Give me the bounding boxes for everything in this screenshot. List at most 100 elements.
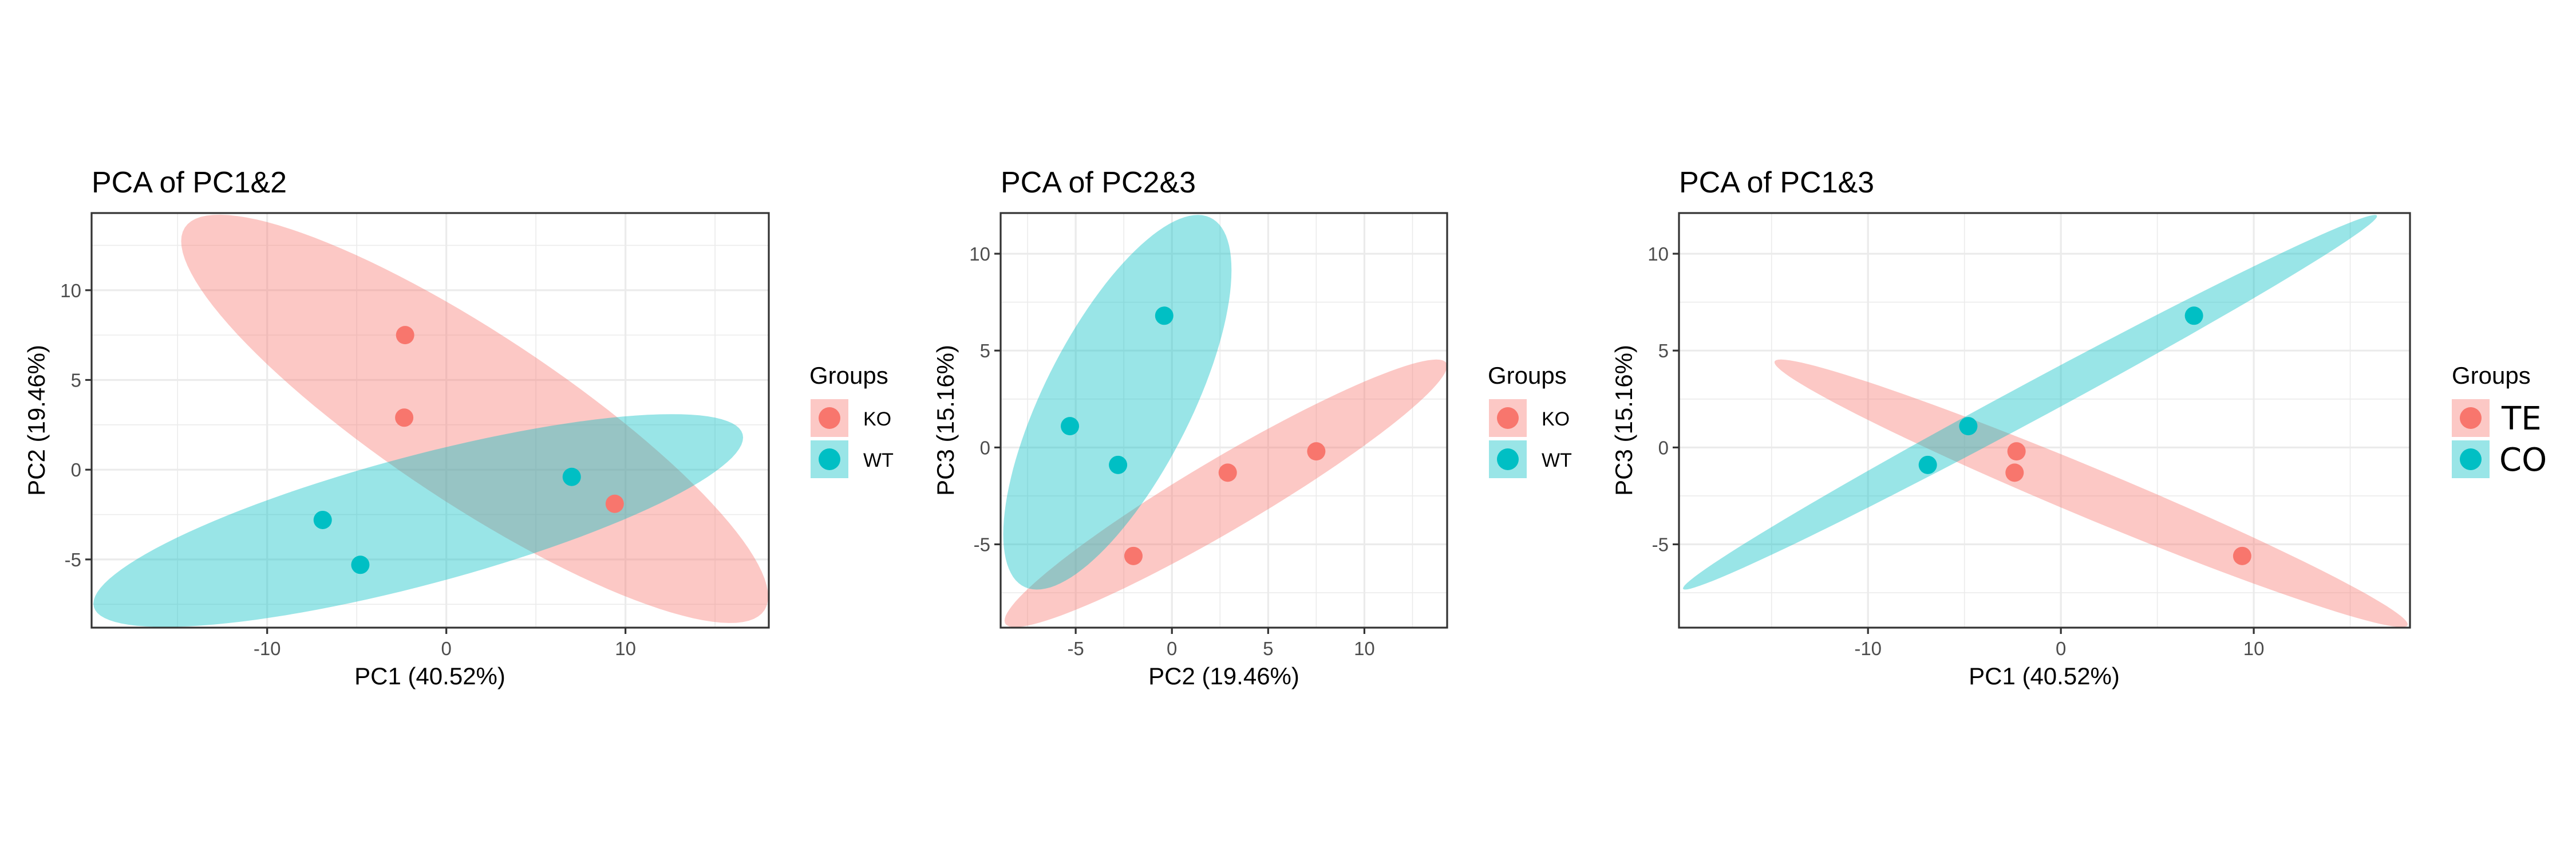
axes: -5 0 5 10 -5 0 5 10 — [969, 243, 1375, 659]
x-tick-label: -10 — [254, 638, 281, 659]
plot-area: -10 0 10 -5 0 5 10 — [60, 212, 770, 659]
legend-label-ko: KO — [863, 408, 891, 430]
y-axis-title: PC2 (19.46%) — [23, 345, 50, 496]
panel-pc23: PCA of PC2&3 -5 0 5 10 -5 0 5 10 PC2 (19.46%) P… — [932, 166, 1572, 689]
point-wt — [1109, 455, 1128, 474]
x-tick-label: 10 — [615, 638, 636, 659]
point-wt — [1061, 417, 1080, 436]
x-axis-title: PC1 (40.52%) — [1969, 663, 2120, 689]
ellipse-ko — [1004, 359, 1447, 628]
point-te — [2005, 463, 2024, 482]
points — [313, 326, 624, 574]
axes: -10 0 10 -5 0 5 10 — [60, 280, 636, 659]
plot-area: -10 0 10 -5 0 5 10 — [1647, 212, 2411, 659]
legend-key-te: TE — [2452, 399, 2542, 438]
panel-title: PCA of PC1&3 — [1679, 166, 1874, 199]
y-tick-label: 10 — [1647, 243, 1669, 265]
legend: Groups TE CO — [2452, 362, 2547, 479]
y-axis-title: PC3 (15.16%) — [1610, 345, 1637, 496]
y-tick-label: -5 — [974, 534, 990, 555]
ellipses — [1003, 215, 1447, 628]
points — [1061, 306, 1326, 565]
point-ko — [1307, 442, 1326, 461]
legend-title: Groups — [2452, 362, 2531, 389]
legend-point-icon — [2460, 448, 2482, 470]
plot-area: -5 0 5 10 -5 0 5 10 — [969, 212, 1448, 659]
legend-key-co: CO — [2452, 440, 2547, 479]
point-wt — [562, 467, 581, 486]
legend: Groups KO WT — [809, 362, 894, 478]
legend-point-icon — [819, 448, 840, 470]
x-tick-label: 0 — [1167, 638, 1177, 659]
gridlines — [92, 213, 769, 628]
axes: -10 0 10 -5 0 5 10 — [1647, 243, 2264, 659]
y-tick-label: 10 — [60, 280, 81, 301]
y-axis-title: PC3 (15.16%) — [932, 345, 959, 496]
legend: Groups KO WT — [1488, 362, 1572, 478]
legend-label-wt: WT — [863, 450, 894, 471]
x-tick-label: -10 — [1854, 638, 1882, 659]
ellipse-ko — [181, 214, 768, 623]
legend-point-icon — [819, 407, 840, 429]
x-tick-label: 5 — [1263, 638, 1273, 659]
point-wt — [313, 510, 332, 529]
y-tick-label: -5 — [1652, 534, 1669, 555]
y-tick-label: 0 — [1658, 437, 1669, 458]
panel-border — [999, 212, 1448, 629]
point-co — [1918, 455, 1937, 474]
x-tick-label: 10 — [2243, 638, 2265, 659]
point-wt — [1155, 306, 1174, 325]
ellipse-wt — [93, 414, 744, 627]
legend-point-icon — [1497, 407, 1519, 429]
x-tick-label: 0 — [2056, 638, 2066, 659]
x-tick-label: -5 — [1067, 638, 1084, 659]
point-ko — [396, 326, 414, 345]
point-te — [2233, 546, 2251, 565]
point-wt — [351, 555, 370, 574]
legend-key-wt: WT — [1489, 440, 1572, 478]
panel-border — [90, 212, 770, 629]
point-te — [2007, 442, 2026, 461]
point-ko — [605, 494, 624, 513]
y-tick-label: -5 — [65, 549, 81, 570]
plot-background — [1679, 213, 2410, 628]
ellipses — [93, 214, 768, 627]
gridlines — [1679, 213, 2410, 628]
points — [1918, 306, 2251, 565]
y-tick-label: 5 — [1658, 340, 1669, 361]
ellipse-wt — [1003, 215, 1232, 590]
panel-title: PCA of PC1&2 — [92, 166, 287, 199]
y-tick-label: 5 — [71, 369, 81, 391]
point-co — [2184, 306, 2203, 325]
y-tick-label: 5 — [980, 340, 990, 361]
legend-label-wt: WT — [1542, 450, 1572, 471]
legend-label-ko: KO — [1542, 408, 1570, 430]
legend-key-ko: KO — [1489, 399, 1570, 437]
ellipse-co — [1682, 215, 2377, 590]
y-tick-label: 0 — [980, 437, 990, 458]
legend-point-icon — [2460, 407, 2482, 429]
panel-pc13: PCA of PC1&3 -10 0 10 -5 0 5 10 PC1 (40.52%) P… — [1610, 166, 2547, 689]
legend-title: Groups — [1488, 362, 1567, 389]
x-axis-title: PC1 (40.52%) — [354, 663, 505, 689]
y-tick-label: 0 — [71, 459, 81, 480]
point-ko — [1124, 546, 1143, 565]
panel-title: PCA of PC2&3 — [1001, 166, 1196, 199]
point-ko — [395, 408, 414, 427]
x-axis-title: PC2 (19.46%) — [1148, 663, 1299, 689]
gridlines — [1001, 213, 1447, 628]
panel-pc12: PCA of PC1&2 -10 0 10 -5 0 5 10 PC1 (40.52%) P… — [23, 166, 894, 689]
panel-border — [1678, 212, 2411, 629]
legend-label-co: CO — [2499, 442, 2547, 479]
x-tick-label: 10 — [1354, 638, 1375, 659]
point-co — [1959, 417, 1978, 436]
y-tick-label: 10 — [969, 243, 990, 265]
legend-title: Groups — [809, 362, 888, 389]
legend-label-te: TE — [2501, 400, 2542, 438]
legend-key-wt: WT — [811, 440, 894, 478]
legend-key-ko: KO — [811, 399, 891, 437]
point-ko — [1218, 463, 1237, 482]
legend-point-icon — [1497, 448, 1519, 470]
x-tick-label: 0 — [441, 638, 451, 659]
